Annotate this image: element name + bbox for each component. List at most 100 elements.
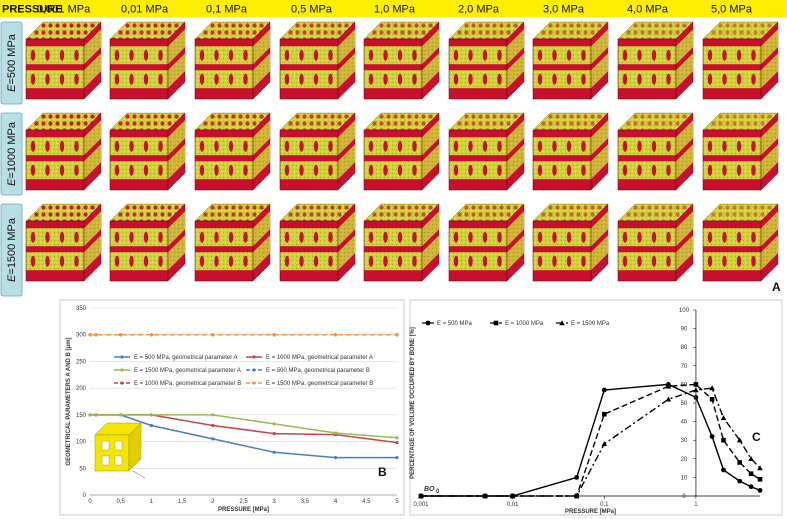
data-point <box>418 493 424 499</box>
cube-front-pore <box>284 255 290 267</box>
cube-front-pore <box>214 164 219 176</box>
cube-side-band <box>253 29 270 65</box>
cube-front-pore <box>383 164 388 176</box>
cube-front-band <box>703 228 761 247</box>
cube-outline <box>279 38 339 100</box>
y-tick-label: 10 <box>681 475 688 481</box>
scaffold-cube <box>532 21 609 100</box>
cube-front-pore <box>143 255 149 267</box>
data-point <box>272 422 276 426</box>
cube-front-pore <box>412 49 417 61</box>
cube-front-pore <box>666 49 671 61</box>
cube-side-band <box>761 211 778 247</box>
cube-front-pore <box>30 140 36 152</box>
cube-front-pore <box>143 140 149 152</box>
cube-front-band <box>364 70 422 89</box>
cube-front-pore <box>537 231 543 243</box>
x-tick-label: 4 <box>334 499 338 505</box>
cube-front-pore <box>453 164 459 176</box>
data-point <box>482 493 488 499</box>
cube-front-band <box>195 137 253 156</box>
x-tick-label: 0,5 <box>117 499 126 505</box>
cube-front-pore <box>397 255 403 267</box>
cube-front-pore <box>328 73 333 85</box>
cube-front-pore <box>397 164 403 176</box>
cube-front-band <box>110 228 168 247</box>
cube-front-pore <box>158 140 163 152</box>
cube-top-pores <box>533 22 608 39</box>
x-tick-label: 0 <box>88 499 92 505</box>
cube-front-pore <box>581 231 586 243</box>
cube-outline <box>702 129 762 191</box>
cube-front-pore <box>299 231 304 243</box>
x-tick-label: 0,1 <box>600 502 609 508</box>
x-tick-label: 3 <box>273 499 277 505</box>
x-axis-label: PRESSURE [MPa] <box>565 509 616 515</box>
data-point <box>94 413 98 417</box>
scaffold-cube <box>109 21 186 100</box>
scaffold-cube <box>532 203 609 282</box>
cube-top-pores <box>449 113 524 130</box>
data-point <box>709 385 715 391</box>
cube-front-pore <box>707 231 713 243</box>
cube-outline <box>194 129 254 191</box>
cube-front-pore <box>412 140 417 152</box>
scaffold-cube <box>25 21 102 100</box>
cube-side-band <box>168 144 185 180</box>
cube-front-pore <box>284 49 290 61</box>
scaffold-cube-grid <box>25 21 779 282</box>
x-tick-label: 5 <box>395 499 399 505</box>
scaffold-cube <box>702 112 779 191</box>
unit-cell-side <box>128 422 142 472</box>
cube-front-band <box>195 161 253 180</box>
cube-front-pore <box>468 49 473 61</box>
cube-front-pore <box>637 73 642 85</box>
cube-front-pore <box>114 164 120 176</box>
legend-marker <box>252 368 256 372</box>
cube-side-band <box>84 235 101 271</box>
cube-front-band <box>280 161 338 180</box>
cube-front-pore <box>59 73 65 85</box>
cube-front-pore <box>468 140 473 152</box>
legend-label: E = 1000 MPa, geometrical parameter B <box>134 381 241 387</box>
cube-front-pore <box>383 49 388 61</box>
scaffold-cube <box>279 21 356 100</box>
cube-outline <box>617 38 677 100</box>
cube-front-pore <box>707 73 713 85</box>
cube-front-pore <box>453 49 459 61</box>
cube-front-pore <box>284 73 290 85</box>
cube-front-band <box>26 228 84 247</box>
cube-front-pore <box>722 255 727 267</box>
cube-front-pore <box>497 231 502 243</box>
cube-front-pore <box>328 164 333 176</box>
cube-side-band <box>338 235 355 271</box>
cube-front-pore <box>751 255 756 267</box>
data-point <box>149 413 153 417</box>
cube-front-band <box>195 46 253 65</box>
data-point <box>272 432 276 436</box>
unit-cell-front <box>94 434 130 472</box>
cube-front-band <box>703 70 761 89</box>
cube-front-band <box>364 161 422 180</box>
y-tick-label: 100 <box>76 440 87 446</box>
data-point <box>88 333 92 337</box>
cube-outline <box>448 220 508 282</box>
cube-top-pores <box>703 204 778 221</box>
cube-front-pore <box>158 231 163 243</box>
x-tick-label: 2,5 <box>239 499 248 505</box>
cube-side-band <box>761 144 778 180</box>
cube-front-band <box>280 228 338 247</box>
cube-front-pore <box>299 255 304 267</box>
cube-front-pore <box>368 140 374 152</box>
data-point <box>334 333 338 337</box>
scaffold-cube <box>617 112 694 191</box>
cube-side-band <box>253 53 270 89</box>
row-labels: E=500 MPa E=1000 MPa E=1500 MPa <box>0 21 23 297</box>
x-tick-label: 3,5 <box>301 499 310 505</box>
data-point <box>211 333 215 337</box>
legend-label: E = 1000 MPa, geometrical parameter A <box>266 355 373 361</box>
cube-side-band <box>253 235 270 271</box>
cube-front-pore <box>566 73 572 85</box>
data-point <box>693 395 699 400</box>
